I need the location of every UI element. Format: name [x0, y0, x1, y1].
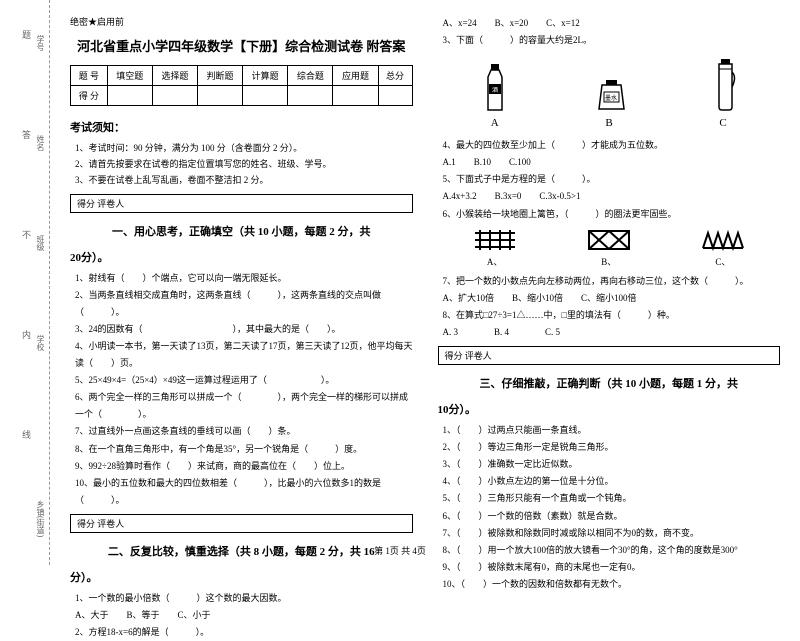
section3-title-end: 10分）。 [438, 401, 781, 417]
pattern-label-c: C、 [698, 255, 748, 268]
q3-5: 5、（ ）三角形只能有一个直角或一个钝角。 [443, 490, 781, 507]
q3-7: 7、（ ）被除数和除数同时减或除以相同不为0的数，商不变。 [443, 525, 781, 542]
notice-title: 考试须知： [70, 119, 413, 135]
q1-3: 3、24的因数有（ ），其中最大的是（ ）。 [75, 321, 413, 338]
content-area: 绝密★启用前 河北省重点小学四年级数学【下册】综合检测试卷 附答案 题 号 填空… [50, 0, 800, 565]
q2-5: 5、下面式子中是方程的是（ ）。 [443, 171, 781, 188]
q1-8: 8、在一个直角三角形中，有一个角是35°，另一个锐角是（ ）度。 [75, 441, 413, 458]
section2-title: 二、反复比较，慎重选择（共 8 小题，每题 2 分，共 16 [70, 543, 413, 559]
th-7: 总分 [378, 66, 412, 86]
bind-label-3: 班级 [35, 235, 46, 251]
thermos-icon [713, 57, 738, 112]
q2-3: 3、下面（ ）的容量大约是2L。 [443, 32, 781, 49]
row2-label: 得 分 [71, 86, 108, 106]
q2-8opts: A. 3 B. 4 C. 5 [443, 324, 781, 341]
q3-2: 2、（ ）等边三角形一定是锐角三角形。 [443, 439, 781, 456]
q3-9: 9、（ ）被除数末尾有0，商的末尾也一定有0。 [443, 559, 781, 576]
img-labels-row: A B C [438, 117, 781, 129]
secret-mark: 绝密★启用前 [70, 15, 413, 28]
q1-10: 10、最小的五位数和最大的四位数相差（ ），比最小的六位数多1的数是（ ）。 [75, 475, 413, 509]
q1-1: 1、射线有（ ）个端点，它可以向一端无限延长。 [75, 270, 413, 287]
q2-2: 2、方程18-x=6的解是（ ）。 [75, 624, 413, 641]
q2-6: 6、小猴装给一块地圈上篱笆，（ ）的圈法更牢固些。 [443, 206, 781, 223]
th-3: 判断题 [197, 66, 242, 86]
th-2: 选择题 [152, 66, 197, 86]
img-label-a: A [491, 117, 499, 129]
th-4: 计算题 [243, 66, 288, 86]
bind-label-4: 学校 [35, 335, 46, 351]
q2-7opts: A、扩大10倍 B、缩小10倍 C、缩小100倍 [443, 290, 781, 307]
th-5: 综合题 [288, 66, 333, 86]
q1-4: 4、小明读一本书，第一天读了13页，第二天读了17页，第三天读了12页，他平均每… [75, 338, 413, 372]
binding-margin: 学号 题 姓名 答 班级 不 学校 内 线 乡镇(街道) [0, 0, 50, 565]
q1-7: 7、过直线外一点画这条直线的垂线可以画（ ）条。 [75, 423, 413, 440]
q2-2opts: A、x=24 B、x=20 C、x=12 [443, 15, 781, 32]
q2-7: 7、把一个数的小数点先向左移动两位，再向右移动三位，这个数（ ）。 [443, 273, 781, 290]
q2-5opts: A.4x+3.2 B.3x=0 C.3x-0.5>1 [443, 188, 781, 205]
pattern-b: B、 [584, 228, 634, 268]
bind-mark-4: 内 [20, 330, 33, 339]
bind-mark-2: 答 [20, 130, 33, 139]
pattern-label-a: A、 [470, 255, 520, 268]
bind-mark-3: 不 [20, 230, 33, 239]
th-1: 填空题 [107, 66, 152, 86]
grid-pattern-icon [470, 228, 520, 253]
bind-mark-1: 题 [20, 30, 33, 39]
pattern-images: A、 B、 [438, 228, 781, 268]
img-thermos [713, 57, 738, 114]
score-box-3: 得分 评卷人 [438, 346, 781, 365]
bind-mark-5: 线 [20, 430, 33, 439]
bind-label-1: 学号 [35, 35, 46, 51]
img-ink: 墨水 [594, 77, 629, 114]
score-box-1: 得分 评卷人 [70, 194, 413, 213]
score-box-2: 得分 评卷人 [70, 514, 413, 533]
notice-1: 1、考试时间：90 分钟，满分为 100 分（含卷面分 2 分）。 [75, 140, 413, 156]
th-6: 应用题 [333, 66, 378, 86]
bind-label-5: 乡镇(街道) [35, 500, 46, 537]
q3-8: 8、（ ）用一个放大100倍的放大镜看一个30°的角，这个角的度数是300° [443, 542, 781, 559]
pattern-a: A、 [470, 228, 520, 268]
container-images: 酒 墨水 [438, 57, 781, 114]
q1-2: 2、当两条直线相交成直角时，这两条直线（ ），这两条直线的交点叫做（ ）。 [75, 287, 413, 321]
svg-text:墨水: 墨水 [605, 94, 617, 102]
ink-icon: 墨水 [594, 77, 629, 112]
svg-text:酒: 酒 [492, 86, 498, 94]
q3-6: 6、（ ）一个数的倍数（素数）就是合数。 [443, 508, 781, 525]
section2-title-end: 分）。 [70, 569, 413, 585]
zigzag-pattern-icon [698, 228, 748, 253]
page-footer: 第 1页 共 4页 [374, 544, 426, 557]
img-label-b: B [605, 117, 612, 129]
q2-8: 8、在算式□27÷3=1△……中，□里的填法有（ ）种。 [443, 307, 781, 324]
q1-6: 6、两个完全一样的三角形可以拼成一个（ ），两个完全一样的梯形可以拼成一个（ ）… [75, 389, 413, 423]
cross-pattern-icon [584, 228, 634, 253]
q3-1: 1、（ ）过两点只能画一条直线。 [443, 422, 781, 439]
bind-label-2: 姓名 [35, 135, 46, 151]
section1-title-end: 20分）。 [70, 249, 413, 265]
notice-2: 2、请首先按要求在试卷的指定位置填写您的姓名、班级、学号。 [75, 156, 413, 172]
section3-title: 三、仔细推敲，正确判断（共 10 小题，每题 1 分，共 [438, 375, 781, 391]
score-table: 题 号 填空题 选择题 判断题 计算题 综合题 应用题 总分 得 分 [70, 65, 413, 106]
img-label-c: C [719, 117, 726, 129]
q1-9: 9、992÷28验算时看作（ ）来试商，商的最高位在（ ）位上。 [75, 458, 413, 475]
notice-3: 3、不要在试卷上乱写乱画，卷面不整洁扣 2 分。 [75, 172, 413, 188]
q2-1: 1、一个数的最小倍数（ ）这个数的最大因数。 [75, 590, 413, 607]
q3-4: 4、（ ）小数点左边的第一位是十分位。 [443, 473, 781, 490]
right-column: A、x=24 B、x=20 C、x=12 3、下面（ ）的容量大约是2L。 酒 [438, 15, 781, 550]
q1-5: 5、25×49×4=（25×4）×49这一运算过程运用了（ ）。 [75, 372, 413, 389]
q2-1opts: A、大于 B、等于 C、小于 [75, 607, 413, 624]
left-column: 绝密★启用前 河北省重点小学四年级数学【下册】综合检测试卷 附答案 题 号 填空… [70, 15, 413, 550]
q3-10: 10、（ ）一个数的因数和倍数都有无数个。 [443, 576, 781, 593]
q2-4opts: A.1 B.10 C.100 [443, 154, 781, 171]
section1-title: 一、用心思考，正确填空（共 10 小题，每题 2 分，共 [70, 223, 413, 239]
exam-title: 河北省重点小学四年级数学【下册】综合检测试卷 附答案 [70, 36, 413, 55]
q2-4: 4、最大的四位数至少加上（ ）才能成为五位数。 [443, 137, 781, 154]
img-bottle: 酒 [480, 62, 510, 114]
bottle-icon: 酒 [480, 62, 510, 112]
pattern-label-b: B、 [584, 255, 634, 268]
q3-3: 3、（ ）准确数一定比近似数。 [443, 456, 781, 473]
th-0: 题 号 [71, 66, 108, 86]
pattern-c: C、 [698, 228, 748, 268]
